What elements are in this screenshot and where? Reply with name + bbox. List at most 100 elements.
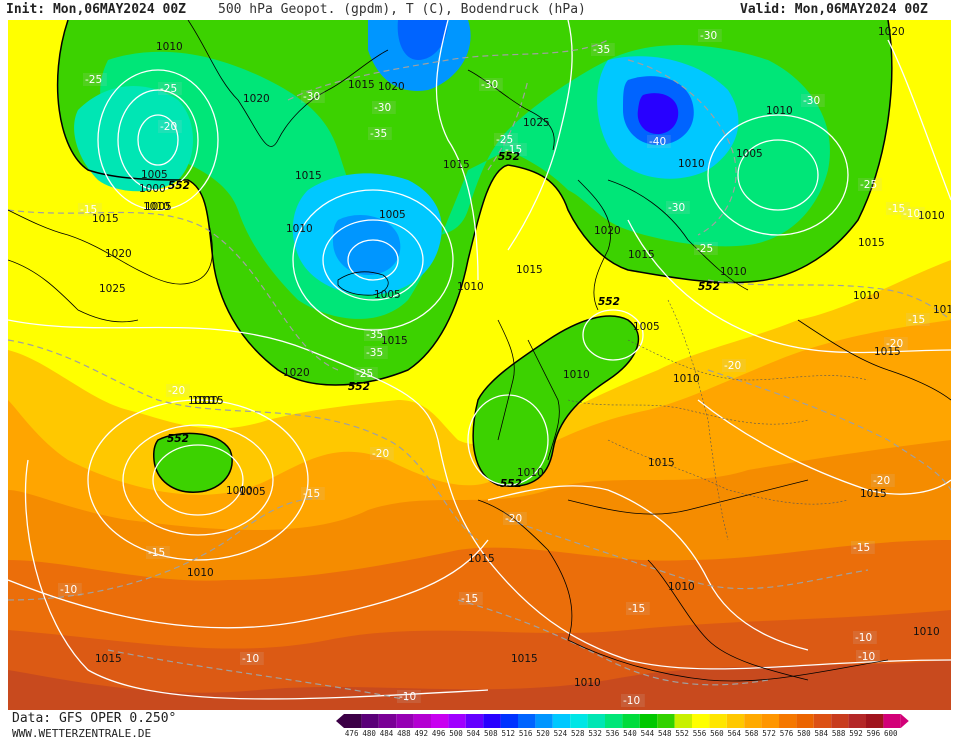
legend-swatch xyxy=(692,714,710,728)
isobar-label: 1025 xyxy=(523,117,550,129)
temperature-label: -30 xyxy=(374,102,391,114)
isobar-label: 1010 xyxy=(913,626,940,638)
legend-swatch xyxy=(344,714,362,728)
legend-value: 528 xyxy=(571,729,585,738)
isobar-label: 1015 xyxy=(443,159,470,171)
temperature-label: -15 xyxy=(888,203,905,215)
legend-swatch xyxy=(622,714,640,728)
legend-swatch xyxy=(605,714,623,728)
temperature-label: -10 xyxy=(855,632,872,644)
isobar-label: 1015 xyxy=(468,553,495,565)
legend-swatch xyxy=(883,714,901,728)
isobar-label: 1000 xyxy=(226,485,253,497)
isobar-label: 1005 xyxy=(239,486,266,498)
legend-value: 580 xyxy=(797,729,811,738)
isobar-label: 1010 xyxy=(188,395,215,407)
temperature-label: -20 xyxy=(160,121,177,133)
temperature-label: -15 xyxy=(853,542,870,554)
legend-swatch xyxy=(361,714,379,728)
legend-value: 504 xyxy=(466,729,481,738)
legend-value: 512 xyxy=(501,729,515,738)
isobar-label: 1020 xyxy=(878,26,905,38)
map-labels: 1010 1020 1015 1020 1025 1010 1020 1005 1010 1005… xyxy=(58,26,951,707)
legend-value: 572 xyxy=(762,729,776,738)
temperature-label: -30 xyxy=(481,79,498,91)
data-source: Data: GFS OPER 0.250° xyxy=(12,711,177,726)
temperature-label: -10 xyxy=(623,695,640,707)
legend-swatch xyxy=(378,714,397,728)
temperature-label: -35 xyxy=(593,44,610,56)
isobar-label: 1015 xyxy=(860,488,887,500)
legend-swatch xyxy=(674,714,692,728)
legend-value: 476 xyxy=(344,729,359,738)
temperature-label: -15 xyxy=(303,488,320,500)
legend-value: 532 xyxy=(588,729,602,738)
isobar-label: 1010 xyxy=(574,677,601,689)
legend-value: 584 xyxy=(814,729,829,738)
legend-value: 492 xyxy=(414,729,429,738)
isobar-label: 1010 xyxy=(918,210,945,222)
trough-europe xyxy=(473,316,639,487)
temperature-label: -15 xyxy=(148,547,165,559)
legend-value: 524 xyxy=(553,729,568,738)
legend-value: 564 xyxy=(727,729,742,738)
temperature-label: -25 xyxy=(85,74,102,86)
isobar-label: 1010 xyxy=(187,567,214,579)
trough-iceland-inner xyxy=(333,215,401,275)
legend-value: 516 xyxy=(518,729,533,738)
temperature-label: -25 xyxy=(356,368,373,380)
isobar-label: 1005 xyxy=(374,289,401,301)
color-legend xyxy=(336,714,909,728)
legend-swatch xyxy=(866,714,884,728)
trough-greenland-inner xyxy=(397,20,448,60)
temperature-label: -35 xyxy=(366,329,383,341)
legend-value: 596 xyxy=(866,729,881,738)
legend-swatch xyxy=(448,714,466,728)
legend-value: 536 xyxy=(605,729,620,738)
legend-swatch xyxy=(848,714,866,728)
legend-low-arrow xyxy=(336,714,344,728)
isobar-label: 1015 xyxy=(95,653,122,665)
geopotential-label: 552 xyxy=(348,381,370,393)
legend-swatch xyxy=(813,714,832,728)
temperature-label: -20 xyxy=(724,360,741,372)
trough-524 xyxy=(637,93,679,135)
temperature-label: -10 xyxy=(858,651,875,663)
geopotential-label: 552 xyxy=(500,478,522,490)
isobar-label: 1005 xyxy=(379,209,406,221)
isobar-label: 1015 xyxy=(295,170,322,182)
init-time: Init: Mon,06MAY2024 00Z xyxy=(6,2,187,17)
legend-swatch xyxy=(431,714,449,728)
isobar-label: 1005 xyxy=(145,201,172,213)
isobar-label: 1005 xyxy=(141,169,168,181)
chart-footer: Data: GFS OPER 0.250° WWW.WETTERZENTRALE… xyxy=(0,710,959,741)
isobar-label: 1000 xyxy=(139,183,166,195)
legend-swatch xyxy=(465,714,484,728)
isobar-label: 1015 xyxy=(628,249,655,261)
isobar-label: 1020 xyxy=(594,225,621,237)
isobar-label: 1020 xyxy=(243,93,270,105)
legend-value: 544 xyxy=(640,729,655,738)
temperature-label: -35 xyxy=(366,347,383,359)
geopotential-label: 552 xyxy=(498,151,520,163)
legend-value: 500 xyxy=(449,729,463,738)
isobar-label: 1010 xyxy=(853,290,880,302)
legend-value: 560 xyxy=(710,729,724,738)
legend-value: 600 xyxy=(884,729,898,738)
temperature-label: -10 xyxy=(242,653,259,665)
legend-swatch xyxy=(413,714,431,728)
legend-value: 508 xyxy=(484,729,498,738)
isobar-label: 1010 xyxy=(720,266,747,278)
legend-swatch xyxy=(500,714,518,728)
isobar-label: 1015 xyxy=(858,237,885,249)
geopotential-label: 552 xyxy=(698,281,720,293)
legend-value: 548 xyxy=(657,729,672,738)
isobar-label: 1015 xyxy=(92,213,119,225)
isobar-label: 1010 xyxy=(457,281,484,293)
isobar-label: 1015 xyxy=(511,653,538,665)
isobar-label: 1015 xyxy=(874,346,901,358)
geopotential-label: 552 xyxy=(168,180,190,192)
legend-value: 496 xyxy=(431,729,446,738)
trough-west xyxy=(74,86,193,192)
isobar-label: 1020 xyxy=(378,81,405,93)
